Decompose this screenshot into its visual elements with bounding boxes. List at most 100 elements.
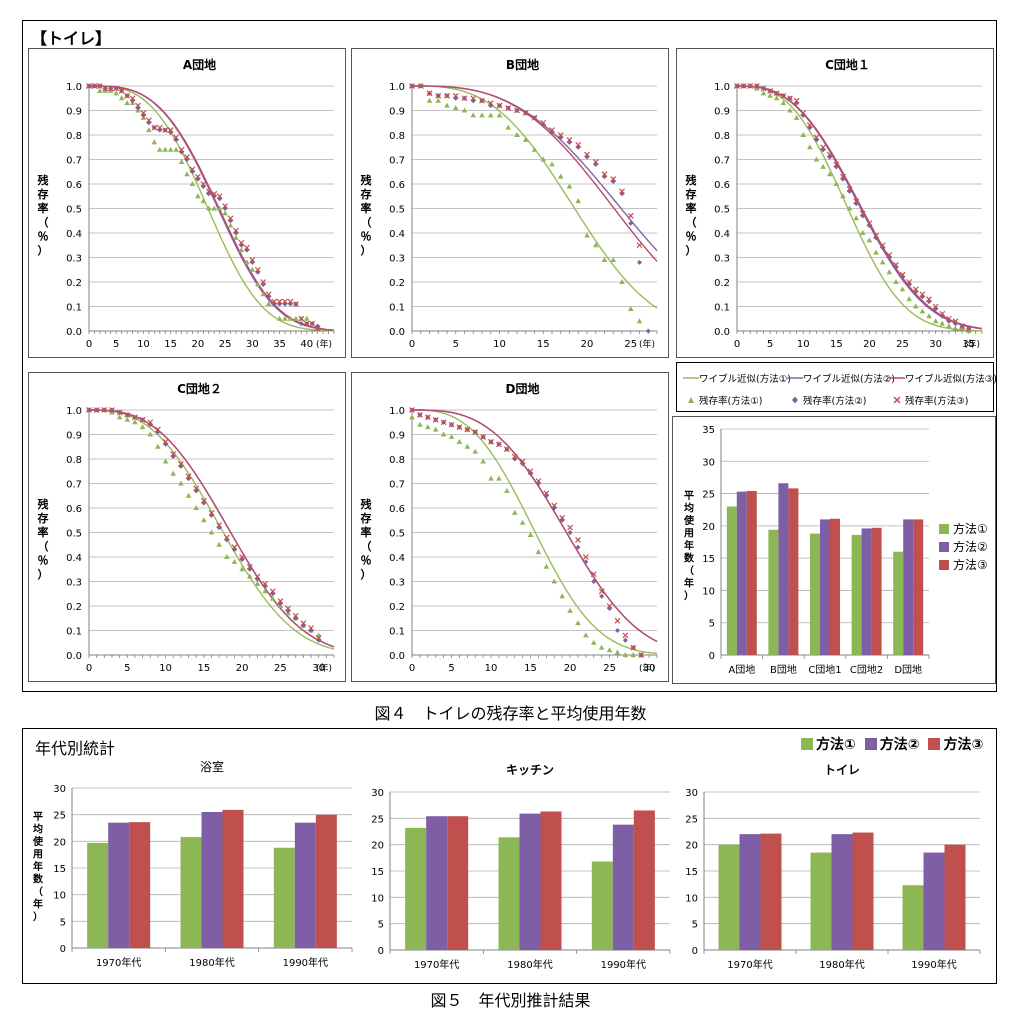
y-tick-label: 0.0: [389, 651, 405, 662]
weibull-curve: [89, 409, 335, 648]
y-tick-label: 15: [371, 867, 384, 878]
data-point-method3: [866, 220, 873, 227]
data-point-method3: [231, 544, 238, 551]
data-point-method1: [293, 315, 299, 321]
data-point-method3: [132, 414, 138, 421]
chart-title: トイレ: [824, 763, 860, 777]
y-axis-label-char: ％: [361, 230, 372, 243]
weibull-curve: [89, 409, 335, 648]
data-point-method3: [859, 210, 866, 217]
data-point-method3: [113, 85, 120, 92]
data-point-method2: [173, 137, 179, 143]
x-tick-label: 15: [197, 663, 210, 674]
data-point-method1: [840, 193, 846, 199]
y-axis-label-char: ）: [361, 244, 372, 257]
category-label: C団地1: [808, 663, 841, 676]
data-point-method3: [184, 154, 190, 160]
chart-title: D団地: [506, 381, 540, 396]
data-point-method2: [163, 441, 169, 447]
bar-方法②: [923, 852, 945, 950]
data-point-method1: [189, 181, 196, 186]
data-point-method3: [189, 166, 196, 173]
y-tick-label: 0.3: [66, 254, 82, 265]
legend-triangle-icon: [688, 397, 694, 403]
data-point-method1: [780, 100, 787, 106]
bar-方法②: [519, 813, 541, 950]
y-axis-label-char: （: [33, 885, 43, 898]
data-point-method1: [211, 205, 218, 211]
x-tick-label: 35: [273, 339, 286, 350]
data-point-method2: [607, 605, 613, 611]
data-point-method1: [201, 517, 207, 523]
y-tick-label: 0: [378, 946, 384, 957]
y-tick-label: 25: [371, 814, 384, 825]
figure5-caption: 図５ 年代別推計結果: [430, 991, 591, 1010]
category-label: A団地: [728, 663, 755, 676]
data-point-method1: [193, 505, 199, 510]
data-point-method3: [417, 83, 424, 89]
y-tick-label: 0.2: [389, 602, 405, 613]
y-tick-label: 0.8: [66, 131, 82, 142]
y-axis-label-char: 率: [38, 525, 49, 539]
data-point-method1: [208, 529, 215, 535]
y-axis-label-char: 用: [32, 849, 43, 861]
data-point-method3: [101, 407, 108, 413]
y-tick-label: 20: [53, 837, 66, 848]
data-point-method3: [116, 409, 123, 416]
y-tick-label: 0.6: [714, 180, 730, 191]
y-tick-label: 0.6: [66, 180, 82, 191]
y-axis-label-char: 数: [684, 552, 695, 565]
data-point-method3: [93, 407, 100, 413]
data-point-method3: [211, 190, 218, 197]
survival-chart-b-svg: B団地 0.0 0.1 0.2 0.3 0.4 0.5 0.6 0.7 0.8 0.9 1.0 0 5 10…: [361, 57, 658, 350]
y-tick-label: 5: [692, 920, 698, 931]
data-point-method1: [583, 632, 589, 638]
y-axis-label-char: 存: [361, 511, 372, 525]
y-tick-label: 0.5: [389, 205, 405, 216]
data-point-method1: [899, 286, 906, 292]
data-point-method3: [519, 458, 526, 465]
data-point-method1: [866, 237, 873, 243]
data-point-method1: [886, 269, 893, 275]
y-tick-label: 0.3: [66, 578, 82, 589]
data-point-method1: [426, 97, 433, 103]
x-tick-label: 5: [448, 663, 454, 674]
y-tick-label: 0.0: [389, 327, 405, 338]
x-tick-label: 25: [274, 663, 287, 674]
weibull-curve: [412, 409, 658, 655]
data-point-method3: [424, 414, 431, 421]
data-point-method3: [773, 90, 780, 97]
data-point-method1: [946, 323, 952, 329]
x-tick-label: 20: [236, 663, 249, 674]
data-point-method3: [238, 239, 245, 246]
bar-方法③: [830, 518, 840, 655]
x-tick-label: 0: [409, 339, 415, 350]
data-point-method3: [470, 95, 477, 102]
data-point-method3: [205, 188, 212, 195]
data-point-method3: [480, 434, 487, 440]
data-point-method3: [200, 181, 207, 187]
data-point-method1: [496, 112, 503, 118]
data-point-method3: [567, 524, 573, 531]
bar-方法③: [129, 822, 151, 948]
survival-chart-c1-svg: C団地１ 0.0 0.1 0.2 0.3 0.4 0.5 0.6 0.7 0.8 0.9 1.0 0 5 1…: [686, 57, 983, 350]
data-point-method3: [488, 438, 494, 445]
y-tick-label: 0.5: [389, 529, 405, 540]
legend-label: 方法②: [953, 539, 988, 554]
data-point-method3: [912, 286, 919, 293]
data-point-method3: [292, 301, 299, 307]
data-point-method1: [610, 256, 617, 262]
y-axis-label-char: 平: [33, 811, 43, 823]
legend-points3-label: 残存率(方法③): [905, 396, 969, 407]
bar-方法①: [718, 844, 740, 950]
data-point-method3: [464, 426, 471, 433]
data-point-method3: [496, 102, 503, 109]
data-point-method1: [619, 279, 625, 284]
data-point-method1: [178, 480, 184, 486]
legend-swatch: [939, 560, 949, 570]
y-axis-label-char: 率: [686, 201, 697, 215]
data-point-method1: [139, 424, 146, 430]
data-point-method1: [173, 146, 179, 152]
bar-方法①: [180, 837, 202, 948]
